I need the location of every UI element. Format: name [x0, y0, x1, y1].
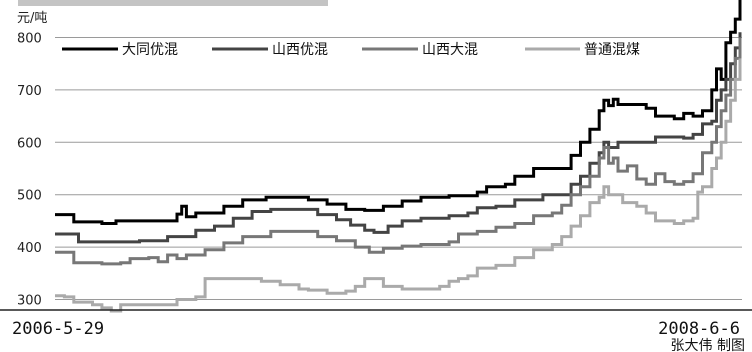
legend: 大同优混 山西优混 山西大混 普通混煤 — [58, 38, 640, 60]
legend-bg-3 — [358, 38, 504, 60]
legend-bg-1 — [58, 38, 204, 60]
y-tick-label-400: 400 — [17, 241, 42, 256]
y-tick-label-300: 300 — [17, 294, 42, 309]
gridlines — [55, 36, 742, 301]
y-tick-labels: 300 400 500 600 700 800 — [17, 31, 42, 308]
legend-label-4: 普通混煤 — [584, 42, 640, 58]
series-line-2 — [55, 32, 742, 244]
legend-label-3: 山西大混 — [422, 42, 478, 58]
legend-label-2: 山西优混 — [272, 42, 328, 58]
y-tick-label-700: 700 — [17, 84, 42, 99]
x-start-date-label: 2006-5-29 — [12, 319, 104, 339]
series-line-3 — [55, 37, 742, 266]
legend-label-1: 大同优混 — [122, 42, 178, 58]
legend-bg-2 — [208, 38, 354, 60]
x-end-date-label: 2008-6-6 — [658, 319, 740, 339]
y-tick-label-600: 600 — [17, 136, 42, 151]
clipped-caption-fragment — [18, 0, 328, 6]
series-line-1 — [55, 0, 742, 225]
y-axis-unit-label: 元/吨 — [17, 11, 47, 26]
credit-label: 张大伟 制图 — [671, 338, 745, 352]
series-line-4 — [55, 58, 742, 313]
series-lines — [55, 0, 742, 313]
y-tick-label-500: 500 — [17, 189, 42, 204]
y-tick-label-800: 800 — [17, 31, 42, 46]
